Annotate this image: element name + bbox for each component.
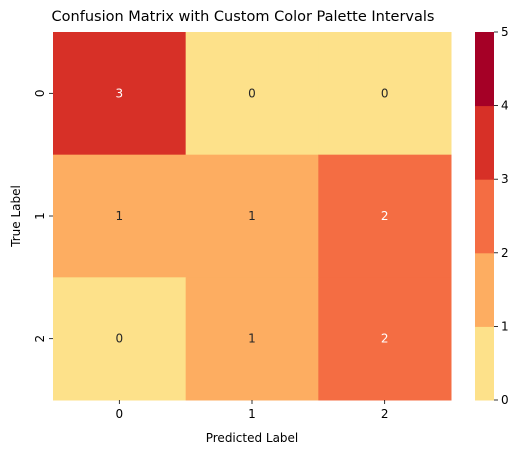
cell-annotation: 0 bbox=[116, 332, 124, 346]
heatmap-cell bbox=[53, 154, 187, 278]
heatmap-cell bbox=[185, 154, 319, 278]
x-tick-label: 0 bbox=[116, 407, 124, 421]
y-tick-label: 2 bbox=[33, 335, 47, 343]
heatmap-cell bbox=[53, 32, 187, 156]
heatmap-cell bbox=[185, 277, 319, 401]
colorbar-ticks: 0 1 2 3 4 5 bbox=[494, 25, 509, 407]
heatmap-cell bbox=[318, 277, 452, 401]
cell-annotation: 2 bbox=[381, 332, 389, 346]
colorbar-tick-label: 0 bbox=[501, 393, 509, 407]
colorbar-segment bbox=[475, 179, 494, 254]
colorbar-segment bbox=[475, 32, 494, 107]
cell-annotation: 1 bbox=[248, 332, 256, 346]
heatmap-cell bbox=[318, 154, 452, 278]
heatmap-cell bbox=[53, 277, 187, 401]
cell-annotation: 1 bbox=[248, 209, 256, 223]
cell-annotation: 0 bbox=[381, 86, 389, 100]
cell-annotation: 3 bbox=[116, 86, 124, 100]
heatmap-cell bbox=[318, 32, 452, 156]
cell-annotation: 2 bbox=[381, 209, 389, 223]
x-tick-label: 1 bbox=[248, 407, 256, 421]
y-axis-label: True Label bbox=[9, 185, 23, 248]
x-axis-ticks: 0 1 2 bbox=[116, 400, 389, 421]
colorbar-tick-label: 3 bbox=[501, 172, 509, 186]
cell-annotation: 1 bbox=[116, 209, 124, 223]
y-tick-label: 1 bbox=[33, 212, 47, 220]
colorbar-segment bbox=[475, 252, 494, 327]
heatmap-cell bbox=[185, 32, 319, 156]
colorbar-tick-label: 5 bbox=[501, 25, 509, 39]
cell-annotation: 0 bbox=[248, 86, 256, 100]
chart-title: Confusion Matrix with Custom Color Palet… bbox=[52, 9, 435, 25]
heatmap-cells bbox=[53, 32, 452, 401]
y-tick-label: 0 bbox=[33, 90, 47, 98]
cell-annotations: 3 0 0 1 1 2 0 1 2 bbox=[116, 86, 389, 345]
x-axis-label: Predicted Label bbox=[206, 431, 299, 445]
colorbar-segment bbox=[475, 105, 494, 180]
x-tick-label: 2 bbox=[381, 407, 389, 421]
colorbar-segment bbox=[475, 326, 494, 401]
y-axis-ticks: 0 1 2 bbox=[33, 90, 53, 343]
colorbar-tick-label: 2 bbox=[501, 246, 509, 260]
colorbar-tick-label: 4 bbox=[501, 99, 509, 113]
colorbar-tick-label: 1 bbox=[501, 319, 509, 333]
colorbar bbox=[475, 32, 494, 401]
